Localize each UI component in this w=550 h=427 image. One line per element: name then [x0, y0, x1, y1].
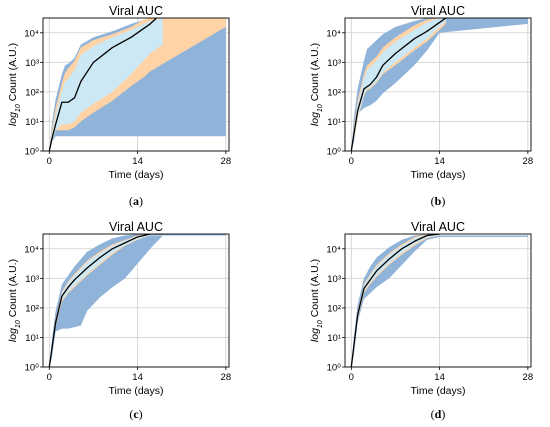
- y-tick-label: 10²: [25, 87, 39, 98]
- x-tick-label: 0: [349, 372, 354, 383]
- y-axis-label-sub: 10: [15, 320, 22, 328]
- y-tick-label: 10⁴: [326, 28, 341, 39]
- panel-caption: (d): [431, 407, 446, 421]
- x-tick-label: 0: [349, 156, 354, 167]
- median-line: [48, 18, 157, 151]
- axes-frame: [42, 17, 230, 152]
- panel-title: Viral AUC: [411, 220, 465, 234]
- y-tick-label: 10³: [327, 58, 341, 69]
- y-axis-label-log: log: [309, 328, 321, 342]
- plot-area: [350, 18, 528, 151]
- y-tick-label: 10³: [25, 274, 39, 285]
- plot-area: [48, 234, 226, 367]
- y-axis-label-sub: 10: [15, 104, 22, 112]
- caption-letter: a: [133, 194, 139, 208]
- y-axis-label-count: Count (A.U.): [309, 43, 321, 101]
- caption-paren-close: ): [139, 407, 143, 421]
- y-tick-label: 10⁰: [25, 363, 40, 374]
- x-tick-label: 14: [132, 156, 143, 167]
- y-axis-label-log: log: [7, 112, 19, 126]
- y-axis-label: log10 Count (A.U.): [7, 43, 22, 126]
- y-tick-label: 10²: [327, 87, 341, 98]
- y-tick-label: 10³: [327, 274, 341, 285]
- x-axis-label: Time (days): [410, 385, 465, 397]
- x-tick-label: 28: [221, 372, 232, 383]
- caption-paren-open: (: [431, 407, 435, 421]
- y-tick-label: 10⁴: [326, 244, 341, 255]
- chart-panel: 0 14 28 10⁰ 10¹ 10² 10³ 10⁴ Viral AUC Time (days)…: [309, 4, 533, 208]
- caption-paren-close: ): [441, 194, 445, 208]
- caption-paren-open: (: [431, 194, 435, 208]
- y-axis-label-log: log: [7, 328, 19, 342]
- axes-frame: [344, 17, 532, 152]
- caption-paren-close: ): [441, 407, 445, 421]
- caption-letter: b: [435, 194, 442, 208]
- y-axis-label-sub: 10: [317, 320, 324, 328]
- y-tick-label: 10¹: [25, 333, 39, 344]
- panel-title: Viral AUC: [109, 4, 163, 18]
- chart-panel: 0 14 28 10⁰ 10¹ 10² 10³ 10⁴ Viral AUC Time (days)…: [7, 4, 231, 208]
- y-axis-label: log10 Count (A.U.): [309, 43, 324, 126]
- y-tick-label: 10²: [327, 303, 341, 314]
- median-line: [48, 234, 163, 367]
- y-tick-label: 10¹: [327, 117, 341, 128]
- caption-letter: c: [133, 407, 139, 421]
- y-axis-label-count: Count (A.U.): [7, 259, 19, 317]
- x-tick-label: 0: [47, 156, 52, 167]
- y-axis-label-count: Count (A.U.): [7, 43, 19, 101]
- x-tick-label: 28: [221, 156, 232, 167]
- y-axis-label-sub: 10: [317, 104, 324, 112]
- caption-paren-open: (: [129, 194, 133, 208]
- panel-title: Viral AUC: [109, 220, 163, 234]
- axes-frame: [344, 233, 532, 368]
- chart-panel: 0 14 28 10⁰ 10¹ 10² 10³ 10⁴ Viral AUC Time (days)…: [7, 220, 231, 421]
- x-tick-label: 28: [523, 156, 534, 167]
- y-axis-label-count: Count (A.U.): [309, 259, 321, 317]
- y-tick-label: 10⁴: [24, 28, 39, 39]
- y-axis-label-log: log: [309, 112, 321, 126]
- y-axis-label: log10 Count (A.U.): [7, 259, 22, 342]
- x-axis-label: Time (days): [108, 169, 163, 181]
- median-line: [350, 18, 447, 151]
- panel-caption: (b): [431, 194, 446, 208]
- x-axis-label: Time (days): [108, 385, 163, 397]
- y-tick-label: 10⁰: [327, 363, 342, 374]
- band-middle-band: [49, 18, 163, 151]
- y-axis-label: log10 Count (A.U.): [309, 259, 324, 342]
- caption-letter: d: [435, 407, 442, 421]
- x-tick-label: 14: [434, 156, 445, 167]
- y-tick-label: 10⁰: [327, 147, 342, 158]
- median-line: [350, 234, 440, 367]
- panel-caption: (c): [129, 407, 142, 421]
- y-tick-label: 10²: [25, 303, 39, 314]
- y-tick-label: 10⁰: [25, 147, 40, 158]
- axes-frame: [42, 233, 230, 368]
- caption-paren-open: (: [129, 407, 133, 421]
- y-tick-label: 10⁴: [24, 244, 39, 255]
- x-tick-label: 14: [132, 372, 143, 383]
- y-tick-label: 10¹: [327, 333, 341, 344]
- panel-title: Viral AUC: [411, 4, 465, 18]
- y-tick-label: 10³: [25, 58, 39, 69]
- y-tick-label: 10¹: [25, 117, 39, 128]
- x-tick-label: 28: [523, 372, 534, 383]
- x-tick-label: 0: [47, 372, 52, 383]
- plot-area: [350, 234, 528, 367]
- chart-panel: 0 14 28 10⁰ 10¹ 10² 10³ 10⁴ Viral AUC Time (days)…: [309, 220, 533, 421]
- panel-caption: (a): [129, 194, 143, 208]
- x-tick-label: 14: [434, 372, 445, 383]
- caption-paren-close: ): [139, 194, 143, 208]
- plot-area: [48, 18, 226, 151]
- x-axis-label: Time (days): [410, 169, 465, 181]
- band-outer-band: [351, 234, 528, 367]
